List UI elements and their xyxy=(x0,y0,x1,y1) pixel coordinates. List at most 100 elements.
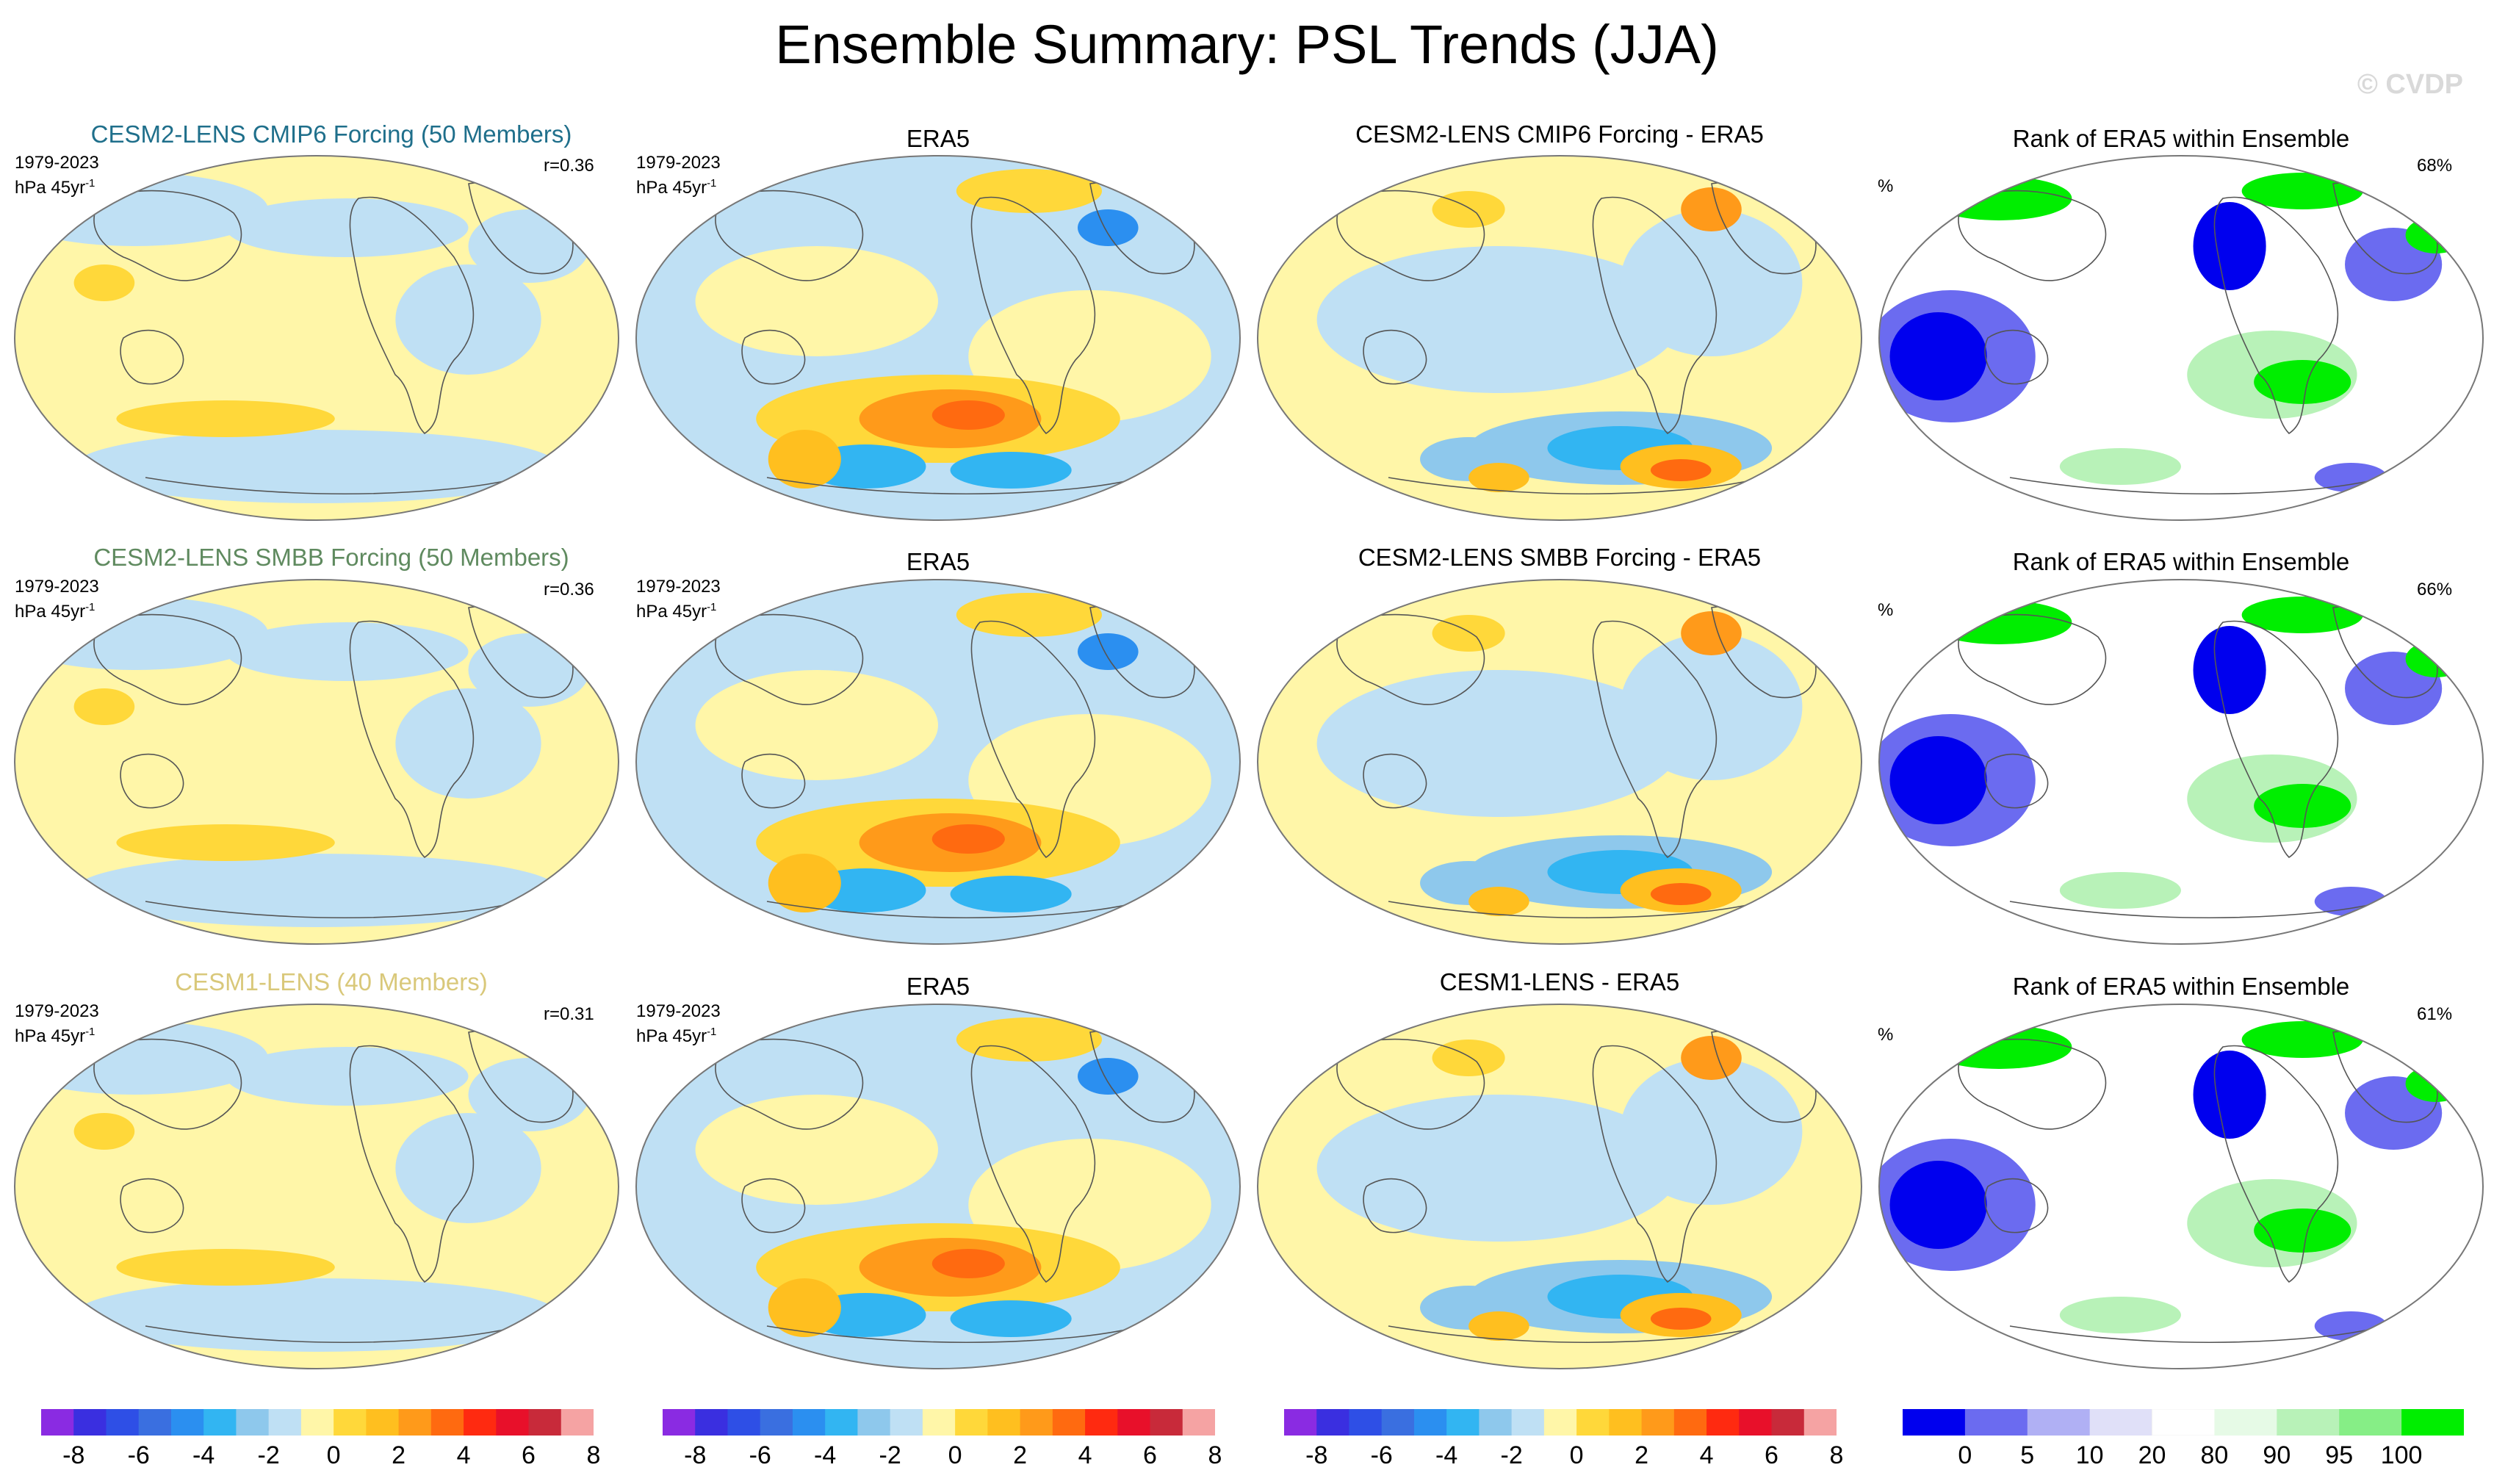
coastline xyxy=(715,1038,864,1130)
units-text: hPa 45yr xyxy=(15,1026,86,1046)
model-contour-region xyxy=(73,264,135,301)
colorbar-swatch xyxy=(1316,1409,1349,1436)
coastline xyxy=(349,1045,475,1283)
colorbar-tick-label: 2 xyxy=(392,1441,406,1469)
colorbar-tick-label: 10 xyxy=(2075,1441,2104,1469)
coastline xyxy=(1592,1045,1718,1283)
units-label: hPa 45yr-1 xyxy=(15,173,99,198)
coastline xyxy=(970,620,1096,859)
coastline xyxy=(741,329,806,385)
colorbar-swatch xyxy=(1020,1409,1053,1436)
colorbar-swatch xyxy=(695,1409,728,1436)
colorbar-tick-label: 6 xyxy=(522,1441,536,1469)
rank-contour-region xyxy=(1926,1025,2072,1069)
rank-colorbar-labels: 0 5 10 20 80 90 95 100 xyxy=(1903,1441,2464,1474)
obs-contour-region xyxy=(768,854,841,912)
trend-colorbar xyxy=(41,1409,594,1436)
units-exponent: -1 xyxy=(85,601,95,613)
model-contour-region xyxy=(226,1047,469,1106)
colorbar-tick-label: -4 xyxy=(1435,1441,1458,1469)
colorbar-swatch xyxy=(760,1409,793,1436)
rank-panel-title: Rank of ERA5 within Ensemble xyxy=(2012,548,2350,575)
map-border xyxy=(1878,155,2484,521)
colorbar-swatch xyxy=(496,1409,530,1436)
rank-contour-region xyxy=(1879,156,2483,520)
diff-contour-region xyxy=(1432,615,1505,652)
trend-metadata: 1979-2023 hPa 45yr-1 xyxy=(15,1001,99,1047)
colorbar-swatch xyxy=(1349,1409,1383,1436)
colorbar-swatch xyxy=(398,1409,432,1436)
colorbar-swatch xyxy=(366,1409,400,1436)
colorbar-swatch xyxy=(528,1409,562,1436)
coastline xyxy=(2213,620,2339,859)
obs-contour-region xyxy=(768,1278,841,1337)
colorbar-swatch xyxy=(106,1409,140,1436)
obs-panel-title: ERA5 xyxy=(906,548,970,575)
colorbar-tick-label: -8 xyxy=(684,1441,707,1469)
diff-contour-region xyxy=(1432,191,1505,228)
colorbar-swatch xyxy=(334,1409,367,1436)
diff-contour-region xyxy=(1650,1308,1712,1330)
rank-unit: % xyxy=(1878,600,1894,620)
model-panel-title: CESM1-LENS (40 Members) xyxy=(175,968,488,995)
coastline xyxy=(120,1178,184,1233)
diff-contour-region xyxy=(1468,1311,1529,1341)
rank-map xyxy=(1878,579,2484,945)
coastline xyxy=(715,190,864,281)
rank-contour-region xyxy=(2193,202,2266,290)
colorbar-swatch xyxy=(203,1409,237,1436)
colorbar-tick-label: 95 xyxy=(2325,1441,2354,1469)
obs-contour-region xyxy=(1077,633,1139,670)
coastline xyxy=(1958,1038,2107,1130)
colorbar-swatch xyxy=(1543,1409,1577,1436)
obs-contour-region xyxy=(950,1300,1072,1337)
diff-panel-title: CESM1-LENS - ERA5 xyxy=(1439,968,1680,995)
colorbar-swatch xyxy=(727,1409,761,1436)
diff-contour-region xyxy=(1432,1040,1505,1076)
map-border xyxy=(14,579,619,945)
units-text: hPa 45yr xyxy=(15,178,86,198)
diff-contour-region xyxy=(1681,187,1742,231)
watermark: © CVDP xyxy=(2357,69,2463,100)
coastline xyxy=(1984,329,2049,385)
period-label: 1979-2023 xyxy=(636,153,721,173)
colorbar-swatch xyxy=(2089,1409,2153,1436)
rank-contour-region xyxy=(1879,1004,2483,1369)
coastline xyxy=(1336,613,1485,705)
units-label: hPa 45yr-1 xyxy=(15,1022,99,1047)
colorbar-swatch xyxy=(1150,1409,1183,1436)
coastline xyxy=(120,753,184,809)
colorbar-swatch xyxy=(1739,1409,1773,1436)
obs-trend-map xyxy=(635,1004,1241,1369)
colorbar-swatch xyxy=(1479,1409,1513,1436)
map-border xyxy=(1257,155,1862,521)
trend-colorbar-labels: -8 -6 -4 -2 0 2 4 6 8 xyxy=(663,1441,1222,1474)
obs-contour-region xyxy=(1077,1058,1139,1095)
colorbar-tick-label: 80 xyxy=(2200,1441,2229,1469)
colorbar-tick-label: -2 xyxy=(1500,1441,1523,1469)
diff-contour-region xyxy=(1650,883,1712,905)
rank-percent: 61% xyxy=(2417,1004,2453,1024)
colorbar-swatch xyxy=(1771,1409,1805,1436)
colorbar-swatch xyxy=(1381,1409,1415,1436)
colorbar-tick-label: -2 xyxy=(257,1441,280,1469)
diff-panel-title: CESM2-LENS SMBB Forcing - ERA5 xyxy=(1358,544,1762,571)
rank-contour-region xyxy=(2254,1209,2351,1253)
model-contour-region xyxy=(395,688,541,799)
colorbar-swatch xyxy=(300,1409,334,1436)
units-exponent: -1 xyxy=(707,601,717,613)
coastline xyxy=(349,196,475,435)
map-border xyxy=(635,155,1241,521)
colorbar-tick-label: 8 xyxy=(586,1441,601,1469)
model-contour-region xyxy=(73,430,560,503)
diff-contour-region xyxy=(1681,1036,1742,1080)
difference-map xyxy=(1257,1004,1862,1369)
model-contour-region xyxy=(116,824,335,861)
model-trend-map xyxy=(14,1004,619,1369)
map-border xyxy=(1878,579,2484,945)
map-border xyxy=(1878,1004,2484,1369)
rank-panel-title: Rank of ERA5 within Ensemble xyxy=(2012,125,2350,152)
diff-contour-region xyxy=(1316,1095,1682,1242)
coastline xyxy=(1984,753,2049,809)
map-border xyxy=(14,1004,619,1369)
